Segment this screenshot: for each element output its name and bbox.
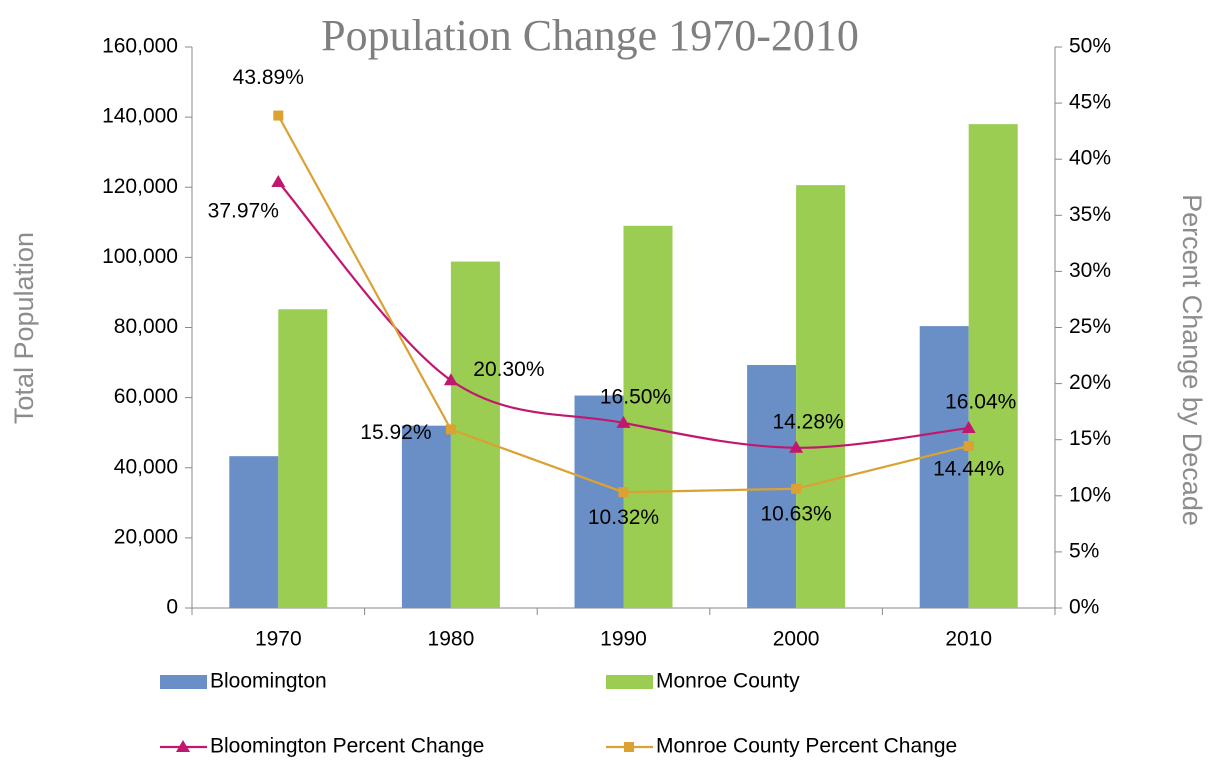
y-tick-label: 120,000	[102, 175, 178, 198]
bar	[623, 225, 673, 608]
y2-tick-label: 30%	[1069, 259, 1111, 282]
data-label: 15.92%	[360, 421, 431, 444]
marker	[791, 483, 802, 494]
x-tick-label: 2010	[945, 628, 992, 651]
y-tick-label: 80,000	[114, 315, 178, 338]
data-label: 16.50%	[600, 385, 671, 408]
y2-tick-label: 10%	[1069, 483, 1111, 506]
y-tick-label: 40,000	[114, 455, 178, 478]
legend-label: Bloomington Percent Change	[210, 735, 484, 758]
bar	[919, 326, 969, 608]
data-label: 16.04%	[945, 391, 1016, 414]
y2-tick-label: 50%	[1069, 35, 1111, 58]
legend-label: Monroe County Percent Change	[656, 735, 957, 758]
bar	[450, 261, 500, 608]
data-label: 14.28%	[772, 410, 843, 433]
marker	[616, 415, 631, 428]
y2-axis-title: Percent Change by Decade	[1177, 194, 1207, 526]
marker	[443, 373, 458, 386]
bar	[401, 425, 451, 608]
y2-tick-label: 5%	[1069, 539, 1099, 562]
y2-tick-label: 0%	[1069, 596, 1099, 619]
legend-swatch	[606, 675, 653, 689]
data-label: 10.63%	[760, 502, 831, 525]
x-tick-label: 2000	[773, 628, 820, 651]
marker	[963, 440, 974, 451]
bar	[968, 124, 1018, 608]
data-label: 43.89%	[233, 66, 304, 89]
data-label: 14.44%	[933, 458, 1004, 481]
legend-marker	[624, 742, 634, 752]
data-label: 10.32%	[588, 506, 659, 529]
y2-tick-label: 20%	[1069, 371, 1111, 394]
legend-label: Monroe County	[656, 670, 800, 693]
chart-title: Population Change 1970-2010	[321, 11, 859, 60]
bar	[747, 365, 797, 608]
bar	[229, 456, 279, 608]
y-tick-label: 100,000	[102, 245, 178, 268]
legend-label: Bloomington	[210, 670, 327, 693]
x-tick-label: 1990	[600, 628, 647, 651]
x-tick-label: 1970	[255, 628, 302, 651]
y-tick-label: 160,000	[102, 35, 178, 58]
bar	[574, 395, 624, 608]
legend-swatch	[160, 675, 207, 689]
bar	[278, 309, 328, 608]
marker	[271, 174, 286, 187]
y-tick-label: 0	[166, 596, 178, 619]
marker	[789, 440, 804, 453]
marker	[273, 110, 284, 121]
bar	[796, 185, 846, 609]
line	[277, 181, 969, 449]
data-label: 37.97%	[208, 200, 279, 223]
marker	[961, 421, 976, 434]
x-tick-label: 1980	[428, 628, 475, 651]
y-axis-title: Total Population	[9, 232, 39, 424]
y2-tick-label: 35%	[1069, 203, 1111, 226]
marker	[445, 424, 456, 435]
y-tick-label: 20,000	[114, 525, 178, 548]
y-tick-label: 140,000	[102, 105, 178, 128]
y2-tick-label: 40%	[1069, 147, 1111, 170]
y2-tick-label: 45%	[1069, 91, 1111, 114]
y2-tick-label: 25%	[1069, 315, 1111, 338]
legend-marker	[176, 740, 190, 752]
y2-tick-label: 15%	[1069, 427, 1111, 450]
y-tick-label: 60,000	[114, 385, 178, 408]
data-label: 20.30%	[473, 358, 544, 381]
marker	[618, 487, 629, 498]
